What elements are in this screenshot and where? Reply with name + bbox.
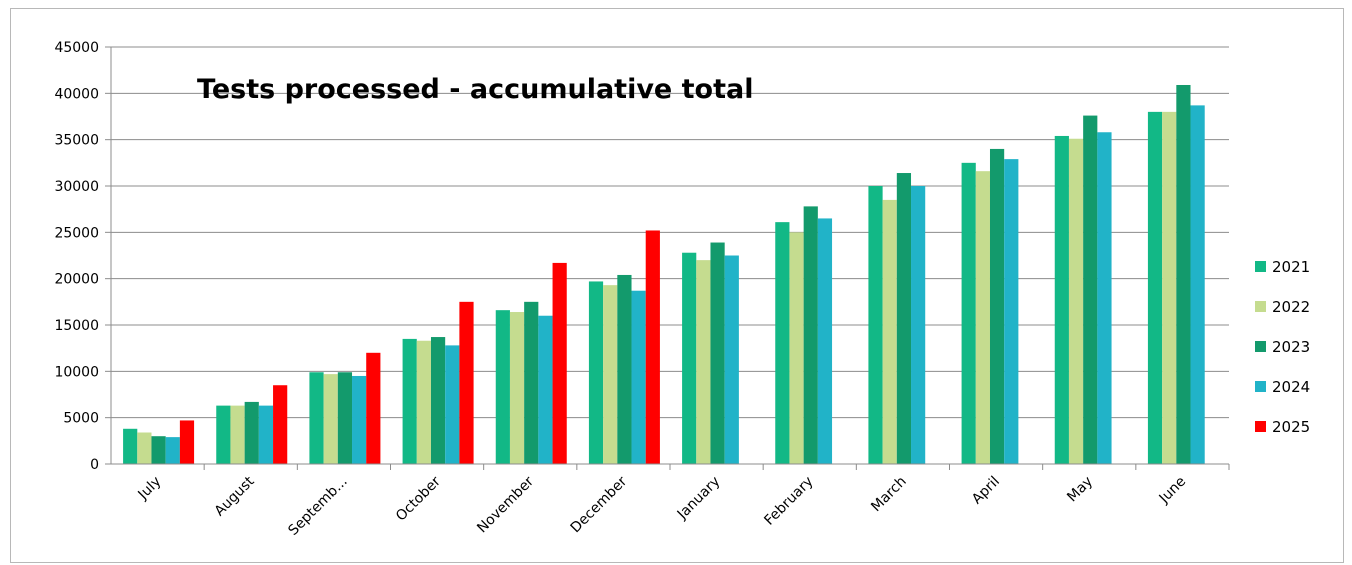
x-tick-label: August xyxy=(212,473,258,519)
bar xyxy=(366,352,381,464)
legend-swatch xyxy=(1255,381,1266,392)
bars xyxy=(123,84,1205,465)
bar xyxy=(775,222,790,464)
y-tick-label: 40000 xyxy=(54,86,99,102)
bar xyxy=(273,385,288,464)
bar xyxy=(244,401,259,464)
bar xyxy=(509,312,525,464)
y-tick-label: 20000 xyxy=(54,272,99,288)
bar xyxy=(323,374,338,464)
bar xyxy=(1176,84,1191,464)
legend: 2021 2022 2023 2024 2025 xyxy=(1255,258,1310,436)
bar xyxy=(789,232,804,464)
legend-label: 2022 xyxy=(1272,298,1310,316)
legend-label: 2021 xyxy=(1272,258,1310,276)
legend-label: 2024 xyxy=(1272,378,1310,396)
bar xyxy=(1068,138,1084,465)
legend-swatch xyxy=(1255,301,1266,312)
bar xyxy=(1004,159,1019,465)
bar xyxy=(216,405,231,464)
bar xyxy=(1083,115,1098,464)
bar xyxy=(631,290,646,464)
bar xyxy=(588,281,604,464)
y-tick-label: 35000 xyxy=(54,133,99,149)
bar xyxy=(258,405,274,464)
x-tick-label: July xyxy=(135,474,165,504)
bar xyxy=(911,186,926,464)
bar xyxy=(817,218,833,464)
bar xyxy=(123,428,138,464)
y-tick-label: 25000 xyxy=(54,225,99,241)
bar xyxy=(137,432,152,464)
bar xyxy=(645,230,660,464)
bar xyxy=(309,372,324,464)
bar xyxy=(230,405,245,464)
bar xyxy=(961,162,976,465)
chart-frame: 0 5000 10000 15000 20000 25000 30000 35000 40000… xyxy=(10,8,1344,563)
bar xyxy=(710,242,725,464)
bar-chart: 0 5000 10000 15000 20000 25000 30000 35000 40000… xyxy=(54,40,1310,539)
bar xyxy=(524,301,539,464)
bar xyxy=(1097,132,1112,464)
bar xyxy=(165,437,180,464)
y-tick-label: 30000 xyxy=(54,179,99,195)
legend-swatch xyxy=(1255,421,1266,432)
bar xyxy=(1054,135,1069,464)
x-tick-label: February xyxy=(761,474,816,529)
bar xyxy=(495,310,510,464)
legend-swatch xyxy=(1255,341,1266,352)
bar xyxy=(1147,111,1163,464)
axes: 0 5000 10000 15000 20000 25000 30000 35000 40000… xyxy=(54,40,1230,539)
bar xyxy=(682,252,697,464)
bar xyxy=(803,206,818,465)
y-tick-label: 5000 xyxy=(63,411,99,427)
bar xyxy=(538,315,553,464)
legend-swatch xyxy=(1255,261,1266,272)
bar xyxy=(459,301,474,464)
chart-title: Tests processed - accumulative total xyxy=(197,74,753,105)
bar xyxy=(696,260,711,464)
x-tick-label: December xyxy=(568,473,631,536)
bar xyxy=(882,199,897,464)
bar xyxy=(896,173,912,464)
bar xyxy=(552,262,567,464)
bar xyxy=(1190,105,1205,464)
bar xyxy=(151,436,166,464)
bar xyxy=(724,255,739,464)
bar xyxy=(337,372,353,464)
bar xyxy=(975,171,990,464)
x-tick-label: April xyxy=(969,474,1003,508)
x-tick-label: Septemb... xyxy=(285,474,350,539)
bar xyxy=(989,148,1005,464)
x-tick-label: March xyxy=(868,474,909,515)
legend-label: 2025 xyxy=(1272,418,1310,436)
bar xyxy=(868,186,883,464)
bar xyxy=(179,420,195,464)
bar xyxy=(416,340,431,464)
y-tick-label: 45000 xyxy=(54,40,99,56)
y-tick-label: 15000 xyxy=(54,318,99,334)
x-tick-label: January xyxy=(674,474,724,524)
bar xyxy=(617,274,632,464)
bar xyxy=(445,345,460,464)
y-tick-label: 0 xyxy=(90,457,99,473)
x-tick-label: June xyxy=(1156,474,1190,508)
legend-label: 2023 xyxy=(1272,338,1310,356)
y-tick-label: 10000 xyxy=(54,364,99,380)
bar xyxy=(603,285,618,464)
bar xyxy=(352,375,367,464)
bar xyxy=(430,337,446,464)
bar xyxy=(402,338,417,464)
gridlines xyxy=(111,46,1229,419)
x-tick-label: November xyxy=(474,473,537,536)
bar xyxy=(1162,111,1177,464)
x-tick-label: May xyxy=(1064,474,1096,506)
x-tick-label: October xyxy=(393,473,444,524)
